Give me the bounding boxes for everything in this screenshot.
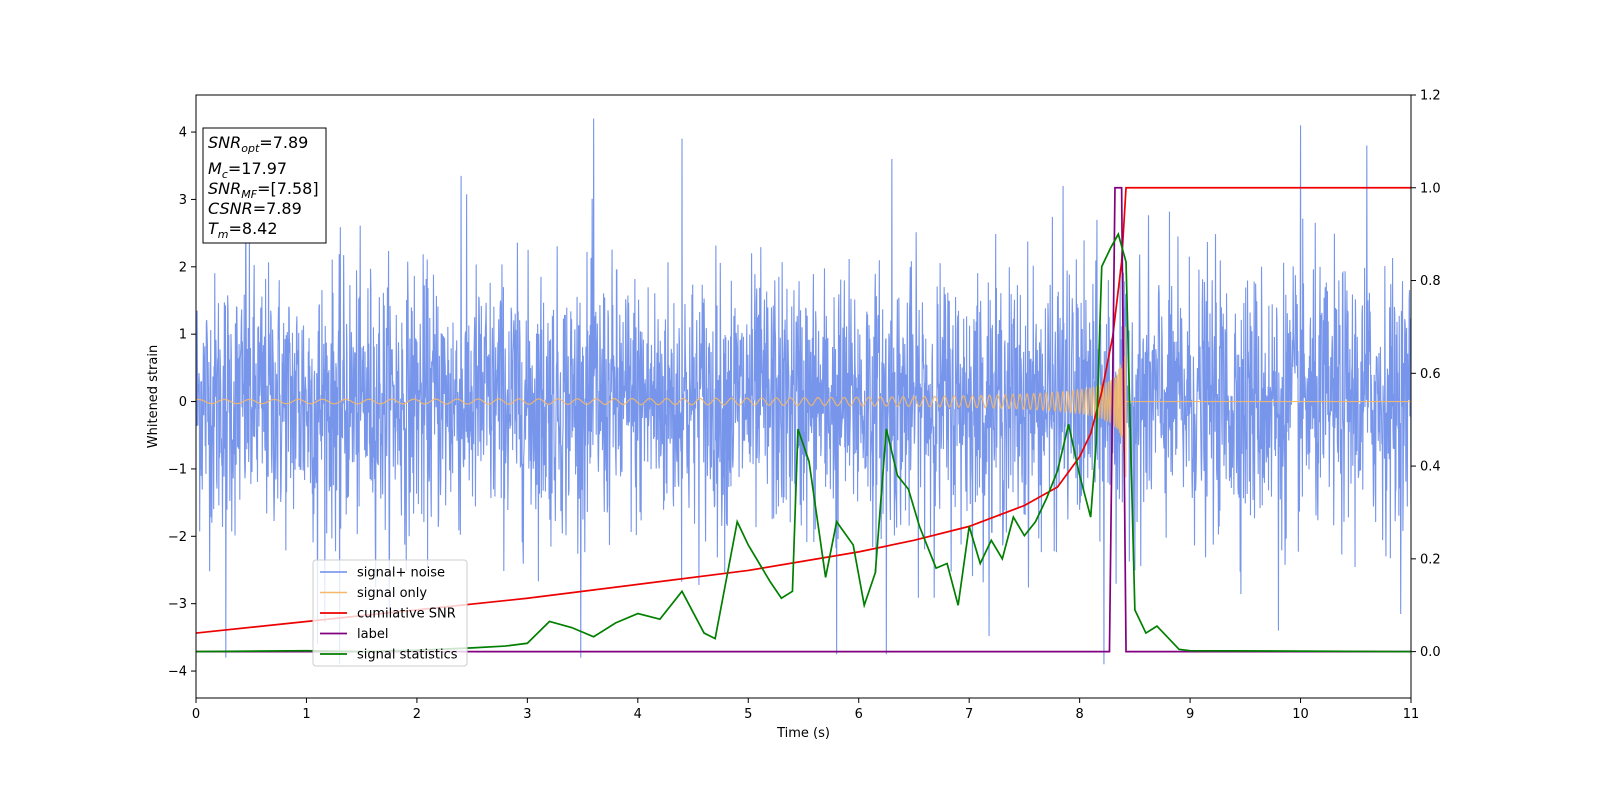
x-tick-label: 5: [744, 707, 752, 722]
x-tick-label: 1: [302, 707, 310, 722]
x-tick-label: 0: [192, 707, 200, 722]
series-signal-only: [196, 326, 1411, 478]
x-tick-label: 8: [1075, 707, 1083, 722]
y2-tick-label: 1.2: [1420, 89, 1441, 104]
series-layer: [196, 118, 1411, 665]
x-tick-label: 6: [855, 707, 863, 722]
y-tick-label: 3: [179, 193, 187, 208]
y2-tick-label: 0.8: [1420, 274, 1441, 289]
plot-frame: [195, 94, 1412, 699]
y2-tick-label: 0.4: [1420, 460, 1441, 475]
legend-label-label: label: [357, 627, 388, 642]
y2-tick-label: 0.0: [1420, 645, 1441, 660]
y2-tick-label: 0.6: [1420, 367, 1441, 382]
series-cumilative-snr: [196, 186, 1411, 634]
x-tick-label: 10: [1292, 707, 1309, 722]
annotation-line: Mc=17.97: [208, 159, 287, 181]
y-tick-label: 1: [179, 328, 187, 343]
y-axis-label: Whitened strain: [146, 345, 161, 448]
annotation-line: SNRMF=[7.58]: [208, 179, 319, 201]
x-tick-label: 4: [634, 707, 642, 722]
x-tick-label: 2: [413, 707, 421, 722]
x-axis-label: Time (s): [776, 726, 830, 741]
legend: signal+ noise signal only cumilative SNR la…: [312, 559, 468, 667]
annotation-line: Tm=8.42: [208, 219, 278, 241]
y2-tick-label: 1.0: [1420, 181, 1441, 196]
y2-tick-label: 0.2: [1420, 552, 1441, 567]
annotation-line: SNRopt=7.89: [208, 133, 308, 155]
stats-annotation-box: SNRopt=7.89 Mc=17.97SNRMF=[7.58]CSNR=7.89…: [202, 127, 327, 244]
annotation-line: CSNR=7.89: [208, 199, 302, 218]
legend-label-signal-statistics: signal statistics: [357, 648, 458, 663]
series-signal-statistics: [196, 231, 1411, 653]
y-tick-label: 4: [179, 126, 187, 141]
series-signal-noise: [196, 118, 1411, 665]
x-axis: 0 1 2 3 4 5 6 7 8 9 10 11: [192, 698, 1419, 722]
legend-frame: [312, 559, 468, 667]
x-tick-label: 3: [523, 707, 531, 722]
y-tick-label: −1: [168, 462, 187, 477]
y-tick-label: −3: [168, 597, 187, 612]
y-tick-label: 2: [179, 260, 187, 275]
y-tick-label: −2: [168, 530, 187, 545]
y-axis-left: −4 −3 −2 −1 0 1 2 3 4: [168, 126, 196, 680]
y-tick-label: −4: [168, 665, 187, 680]
x-tick-label: 9: [1186, 707, 1194, 722]
y-axis-right: 0.0 0.2 0.4 0.6 0.8 1.0 1.2: [1411, 89, 1441, 660]
legend-label-signal-noise: signal+ noise: [357, 566, 445, 581]
x-tick-label: 7: [965, 707, 973, 722]
legend-label-cumilative-snr: cumilative SNR: [357, 607, 456, 622]
series-label: [196, 186, 1411, 653]
x-tick-label: 11: [1403, 707, 1420, 722]
annotation-frame: [202, 127, 327, 244]
legend-label-signal-only: signal only: [357, 586, 427, 601]
y-tick-label: 0: [179, 395, 187, 410]
